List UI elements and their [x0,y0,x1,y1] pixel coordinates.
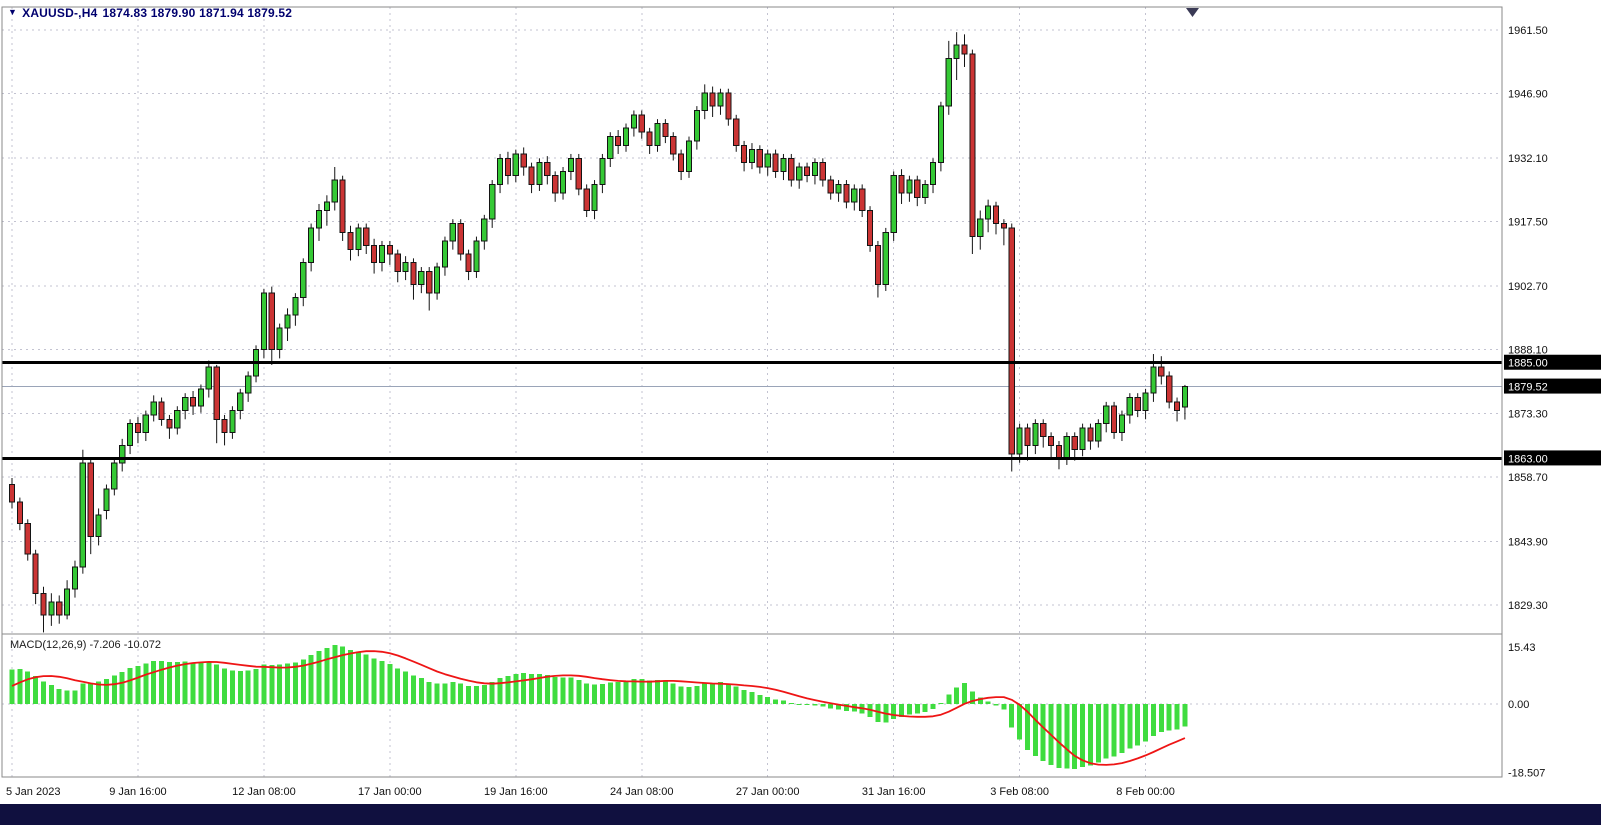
price-badge-label: 1863.00 [1508,453,1548,465]
price-tick-label: 1843.90 [1508,537,1548,549]
price-tick-label: 1902.70 [1508,281,1548,293]
price-badge [1504,354,1601,370]
status-bar [0,804,1601,825]
macd-signal-line [11,650,1186,766]
time-tick-label: 5 Jan 2023 [6,786,60,798]
candlesticks [8,32,1189,633]
time-tick-label: 31 Jan 16:00 [862,786,926,798]
price-tick-label: 1829.30 [1508,600,1548,612]
price-tick-label: 1858.70 [1508,472,1548,484]
chart-shift-marker-icon [1186,8,1199,17]
macd-tick-label: -18.507 [1508,767,1545,779]
price-tick-label: 1917.50 [1508,216,1548,228]
macd-panel [2,644,1502,769]
time-axis-labels: 5 Jan 2023 9 Jan 16:00 12 Jan 08:00 17 Jan … [6,786,1175,798]
symbol-ohlc-readout: ▼ XAUUSD-,H4 1874.83 1879.90 1871.94 187… [8,6,292,20]
price-badge-label: 1885.00 [1508,358,1548,370]
time-tick-label: 3 Feb 08:00 [990,786,1049,798]
symbol-period-label: XAUUSD-,H4 [22,6,98,20]
panel-frame [1,6,1503,778]
chevron-down-icon[interactable]: ▼ [8,6,18,17]
chart-canvas[interactable]: 1961.50 1946.90 1932.10 1917.50 1902.70 1888.… [0,0,1601,804]
price-axis[interactable] [1503,7,1600,777]
macd-indicator-label: MACD(12,26,9) -7.206 -10.072 [10,639,162,651]
time-tick-label: 17 Jan 00:00 [358,786,422,798]
price-badge-label: 1879.52 [1508,382,1548,394]
price-tick-label: 1873.30 [1508,409,1548,421]
price-tick-label: 1961.50 [1508,25,1548,37]
time-tick-label: 24 Jan 08:00 [610,786,674,798]
time-tick-label: 9 Jan 16:00 [109,786,167,798]
price-tick-label: 1888.10 [1508,344,1548,356]
price-tick-label: 1946.90 [1508,89,1548,101]
price-axis-labels: 1961.50 1946.90 1932.10 1917.50 1902.70 1888.… [1504,25,1601,779]
time-axis[interactable] [2,778,1502,803]
support-resistance-lines[interactable] [2,361,1502,460]
time-tick-label: 27 Jan 00:00 [736,786,800,798]
macd-tick-label: 15.43 [1508,642,1536,654]
time-tick-label: 8 Feb 00:00 [1116,786,1175,798]
price-tick-label: 1932.10 [1508,153,1548,165]
price-badge [1504,378,1601,394]
macd-tick-label: 0.00 [1508,699,1529,711]
price-badge [1504,450,1601,466]
ohlc-values: 1874.83 1879.90 1871.94 1879.52 [102,6,293,20]
grid-lines [2,7,1502,777]
time-tick-label: 19 Jan 16:00 [484,786,548,798]
time-tick-label: 12 Jan 08:00 [232,786,296,798]
